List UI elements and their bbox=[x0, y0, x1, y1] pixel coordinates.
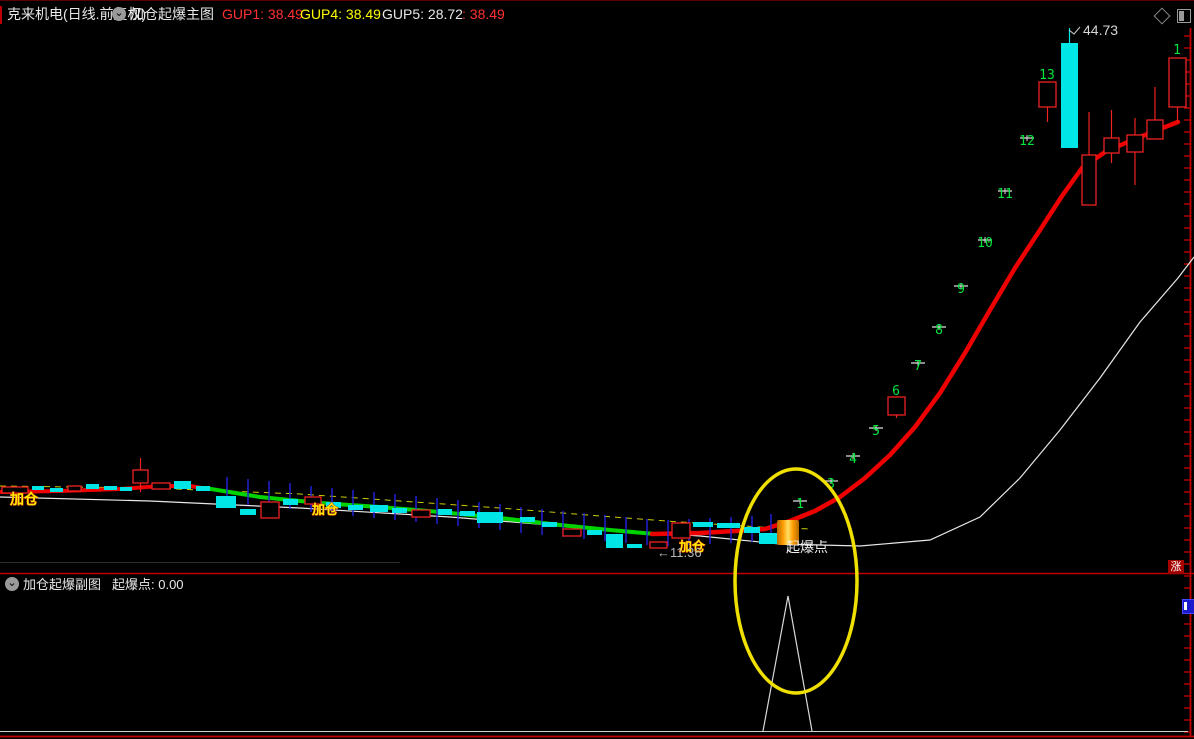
highlight-layer bbox=[733, 467, 859, 695]
sub-chart-layer bbox=[0, 595, 1188, 732]
candle-down bbox=[759, 533, 777, 544]
limitup-count: 7 bbox=[914, 359, 922, 374]
sub-indicator-name[interactable]: 加仓起爆副图 bbox=[23, 577, 102, 592]
candle-down bbox=[587, 530, 602, 535]
indicator-field-gup1: GUP1: 38.49 bbox=[222, 6, 303, 22]
candle-down bbox=[1061, 43, 1078, 148]
chevron-circle-icon[interactable]: ⌄ bbox=[5, 577, 19, 591]
signal-spike-triangle bbox=[762, 595, 813, 732]
limitup-count: 4 bbox=[849, 452, 857, 467]
candle-down bbox=[477, 512, 503, 523]
candle-down bbox=[348, 505, 363, 510]
stock-title[interactable]: 克来机电(日线.前复权) bbox=[7, 6, 147, 22]
candle-down bbox=[392, 508, 407, 513]
rise-badge[interactable]: 涨 bbox=[1168, 560, 1184, 574]
red-ma-line-right bbox=[649, 119, 1181, 537]
candle-up bbox=[304, 496, 322, 505]
candle-down bbox=[370, 505, 388, 512]
candle-up bbox=[132, 469, 149, 484]
frame-layer bbox=[0, 28, 1194, 738]
limitup-count: 13 bbox=[1039, 68, 1055, 83]
candle-down bbox=[86, 484, 99, 489]
limitup-count: 11 bbox=[997, 187, 1013, 202]
title-bar: 克来机电(日线.前复权) ⌄ 加仓起爆主图 GUP1: 38.49 GUP4: … bbox=[0, 0, 1194, 27]
candle-up bbox=[411, 509, 431, 518]
limitup-count: 6 bbox=[892, 384, 900, 399]
limitup-count: 1 bbox=[1173, 43, 1181, 58]
jiacang-label: 加仓 bbox=[678, 539, 706, 554]
qibaodian-gold-marker bbox=[777, 520, 799, 545]
candle-down bbox=[627, 544, 642, 548]
indicator-field-extra: : 38.49 bbox=[462, 6, 505, 22]
sub-indicator-value: 起爆点: 0.00 bbox=[112, 577, 184, 592]
corner-scroll-box[interactable] bbox=[1182, 599, 1194, 614]
candle-up bbox=[1126, 134, 1144, 153]
candle-up bbox=[1168, 57, 1187, 108]
candle-up bbox=[562, 528, 582, 537]
candle-down bbox=[50, 488, 63, 492]
jiacang-label: 加仓 bbox=[9, 491, 39, 507]
candle-up bbox=[151, 482, 171, 490]
candle-down bbox=[744, 527, 760, 533]
candle-up bbox=[671, 522, 691, 539]
candle-down bbox=[717, 523, 740, 528]
limitup-count: 5 bbox=[872, 424, 880, 439]
candle-down bbox=[104, 486, 117, 490]
limitup-count: 12 bbox=[1019, 134, 1035, 149]
candle-down bbox=[32, 486, 44, 490]
candle-down bbox=[438, 509, 452, 515]
candle-down bbox=[693, 522, 713, 527]
limitup-count: 1 bbox=[796, 497, 804, 512]
candle-down bbox=[460, 511, 475, 516]
candle-down bbox=[283, 499, 298, 505]
candle-down bbox=[606, 534, 623, 548]
limitup-count: 10 bbox=[977, 236, 993, 251]
candle-up bbox=[67, 485, 82, 492]
candle-up bbox=[260, 501, 280, 519]
candle-up bbox=[1103, 137, 1120, 154]
candle-down bbox=[216, 496, 236, 508]
highlight-ellipse bbox=[733, 467, 859, 695]
limitup-count: 3 bbox=[827, 477, 835, 492]
candles-layer bbox=[1, 28, 1187, 549]
left-edge-tick bbox=[0, 6, 2, 24]
indicator-field-gup4: GUP4: 38.49 bbox=[300, 6, 381, 22]
candle-down bbox=[240, 509, 256, 515]
candle-up bbox=[1, 486, 29, 494]
candle-down bbox=[174, 481, 191, 489]
main-indicator-name[interactable]: 加仓起爆主图 bbox=[130, 6, 214, 22]
high-price-label: 44.73 bbox=[1083, 22, 1118, 38]
qibaodian-label: 起爆点 bbox=[786, 539, 828, 555]
sub-panel-header: ⌄ 加仓起爆副图 起爆点: 0.00 bbox=[0, 576, 1194, 592]
candle-up bbox=[1081, 154, 1097, 206]
candle-up bbox=[1038, 81, 1057, 108]
candle-up bbox=[1146, 119, 1164, 140]
chevron-circle-icon[interactable]: ⌄ bbox=[112, 7, 126, 21]
limitup-count: 8 bbox=[935, 323, 943, 338]
high-leader-line bbox=[1068, 26, 1081, 35]
candle-down bbox=[120, 487, 132, 491]
limitup-count: 9 bbox=[957, 282, 965, 297]
candle-down bbox=[196, 486, 210, 491]
white-ma-line bbox=[0, 256, 1194, 547]
candle-down bbox=[542, 522, 557, 527]
candle-up bbox=[649, 541, 668, 549]
jiacang-label: 加仓 bbox=[311, 502, 339, 517]
price-pointer-label: ←11.36 bbox=[657, 545, 702, 560]
split-window-icon[interactable] bbox=[1177, 9, 1191, 23]
candle-up bbox=[887, 396, 906, 416]
candle-down bbox=[520, 517, 535, 522]
candle-down bbox=[326, 502, 341, 508]
indicator-field-gup5: GUP5: 28.72 bbox=[382, 6, 463, 22]
